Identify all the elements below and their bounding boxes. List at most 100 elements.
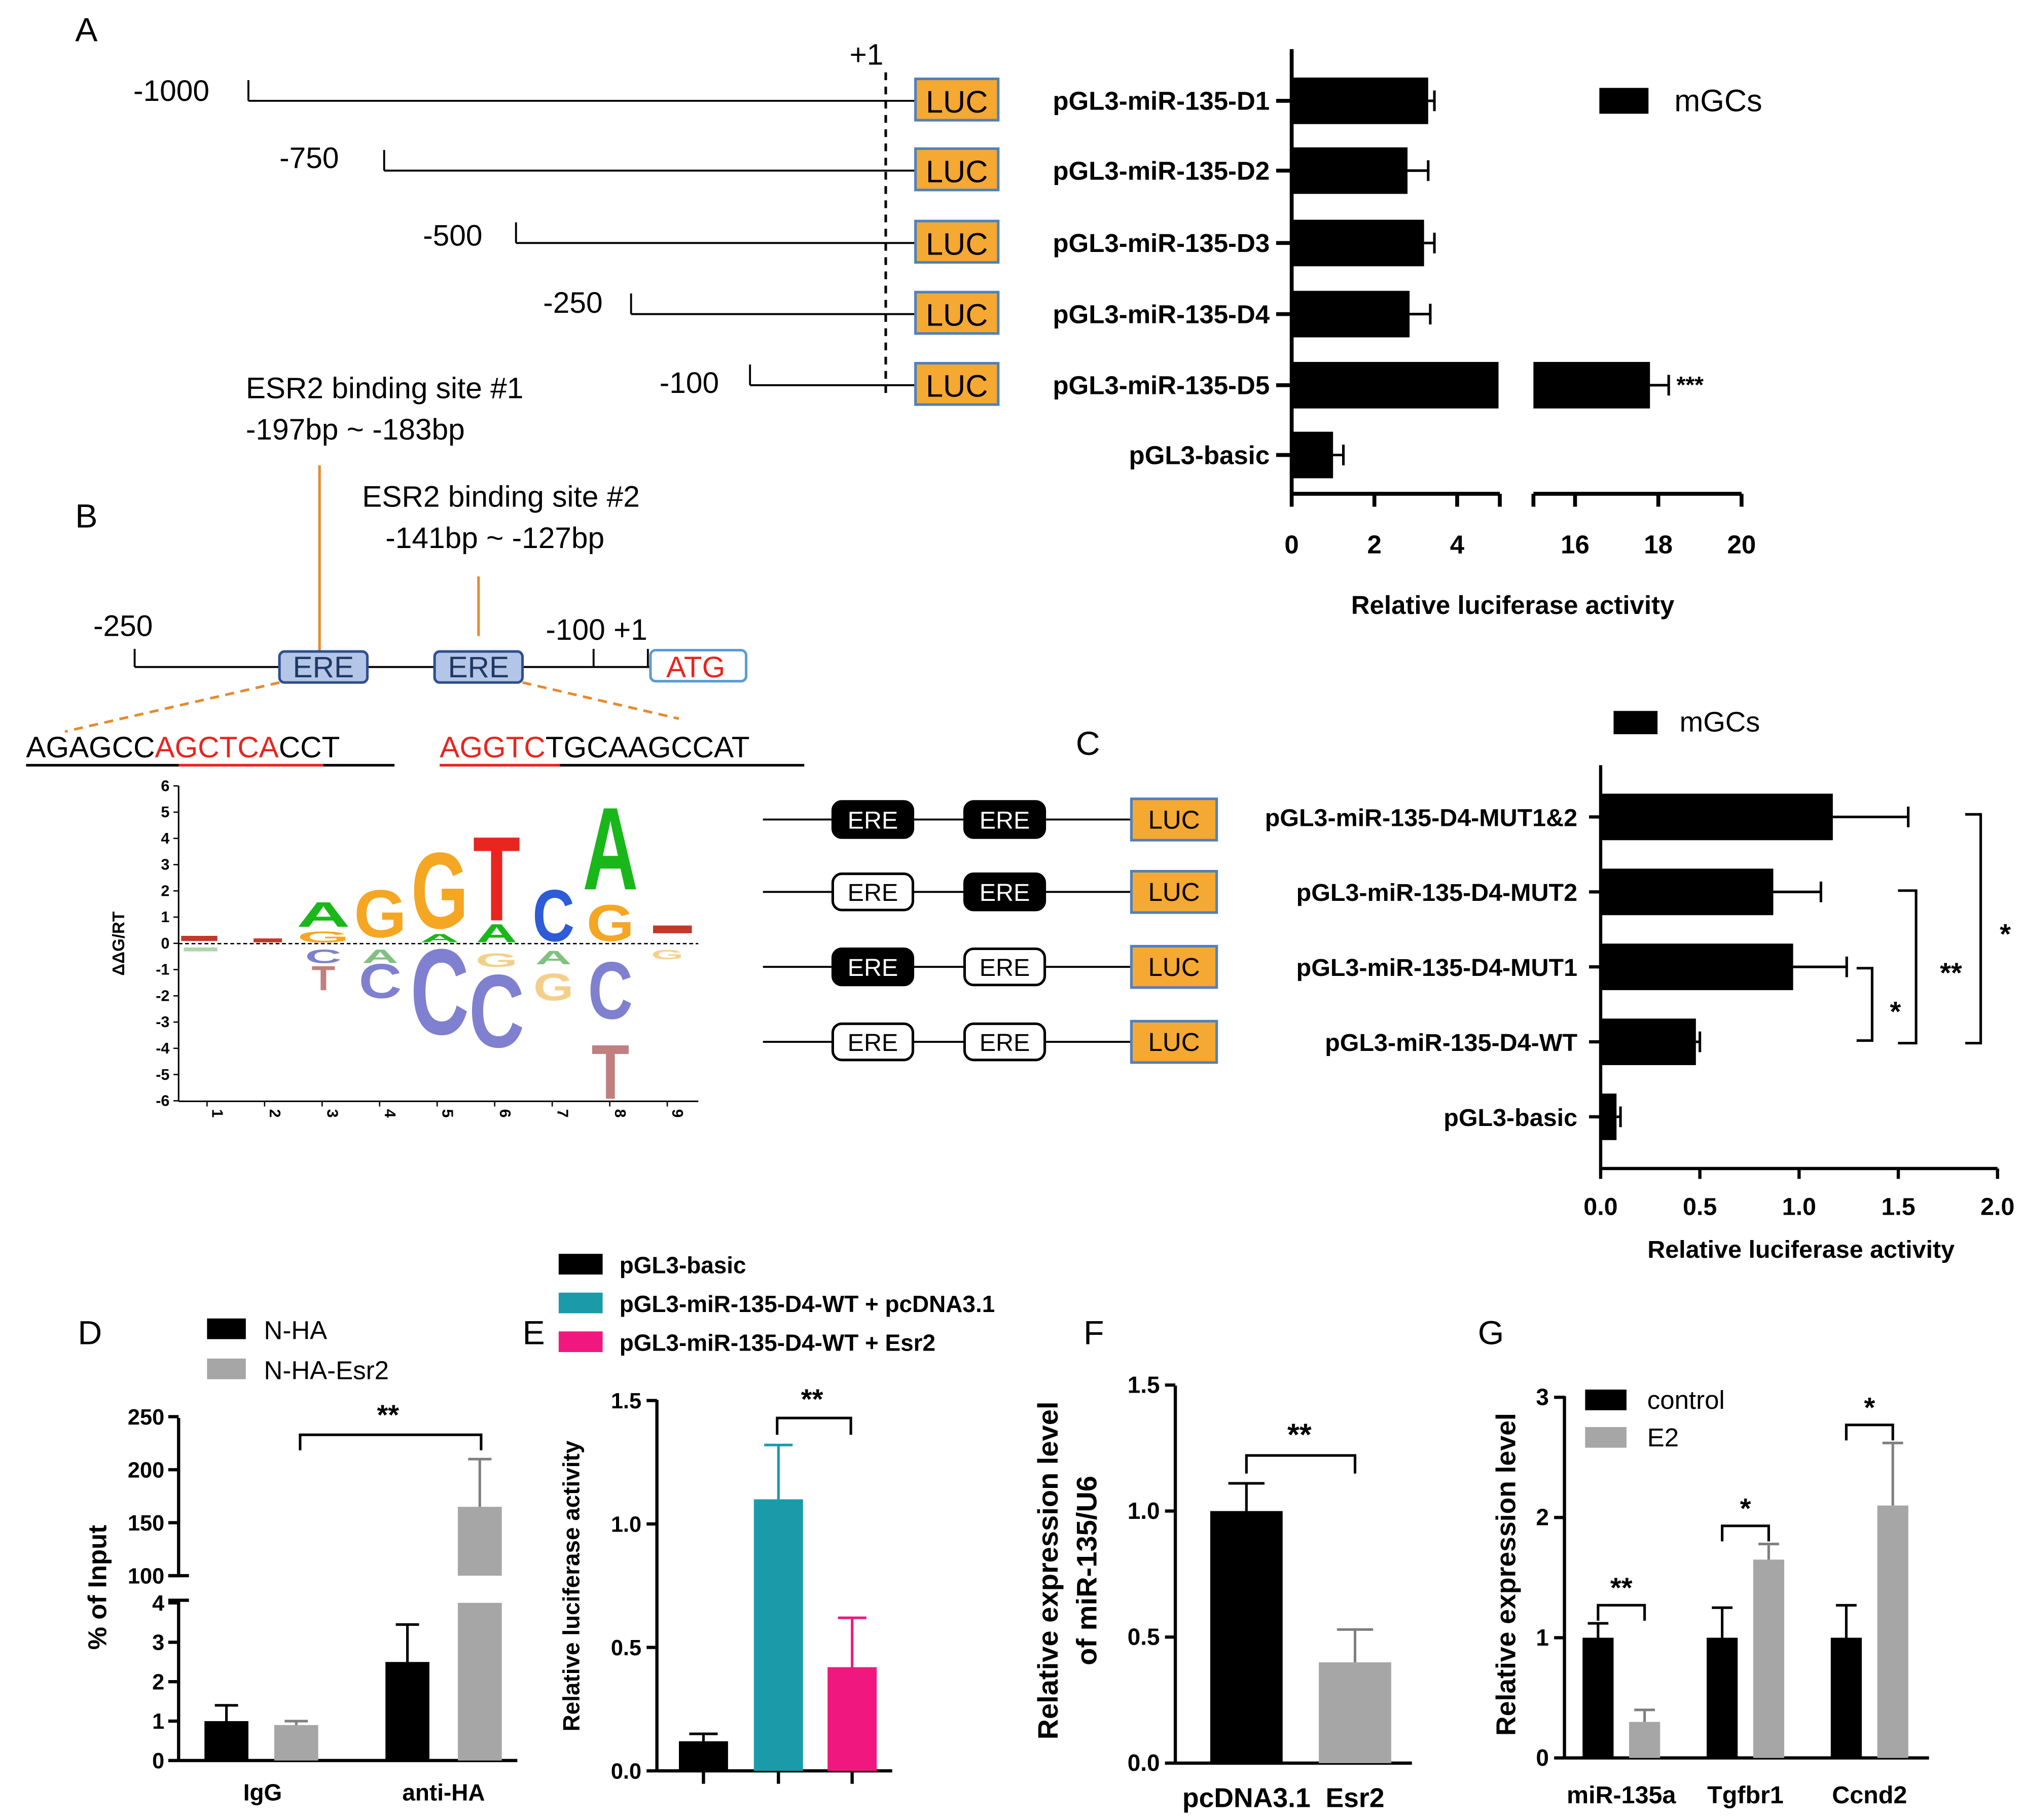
f-sig: ** xyxy=(1287,1417,1312,1452)
logo-letter-C-8: C xyxy=(588,945,633,1036)
logo-ytick-label: 0 xyxy=(161,935,169,952)
e-bar xyxy=(753,1499,803,1771)
g-ytick-label: 1 xyxy=(1536,1624,1549,1651)
c-ere-mutated-box xyxy=(831,947,915,987)
g-bracket xyxy=(1845,1424,1894,1441)
logo-ytick-label: -1 xyxy=(156,961,169,978)
c-legend-label: mGCs xyxy=(1679,706,1760,738)
e-ylabel: Relative luciferase activity xyxy=(558,1440,585,1731)
d-ytick-label: 150 xyxy=(128,1511,164,1536)
a-category-label: pGL3-basic xyxy=(1129,441,1270,469)
a-xlabel: Relative luciferase activity xyxy=(1351,591,1675,620)
logo-ytick-label: -2 xyxy=(156,988,169,1005)
c-ere-label: ERE xyxy=(848,954,898,981)
d-legend-esr2: N-HA-Esr2 xyxy=(264,1356,389,1385)
c-bar xyxy=(1600,1018,1696,1065)
d-ytick-label: 250 xyxy=(128,1405,164,1430)
zoom-right-2 xyxy=(522,681,679,720)
a-luc-label: LUC xyxy=(926,369,988,404)
c-category-label: pGL3-miR-135-D4-MUT2 xyxy=(1296,879,1577,906)
a-luc-box xyxy=(914,220,1000,264)
e-bar xyxy=(678,1741,728,1771)
a-legend-swatch xyxy=(1599,88,1649,114)
a-xtick-label: 0 xyxy=(1284,530,1298,559)
d-xtick-igg: IgG xyxy=(243,1779,282,1806)
g-ytick-label: 0 xyxy=(1536,1744,1549,1771)
a-bar-broken xyxy=(1533,361,1650,409)
c-legend-swatch xyxy=(1613,711,1658,735)
c-category-label: pGL3-miR-135-D4-MUT1&2 xyxy=(1265,804,1577,831)
logo-letter-T-8: T xyxy=(591,1029,629,1115)
g-bracket xyxy=(1721,1524,1770,1542)
logo-xtick-label: 2 xyxy=(266,1109,283,1118)
a-category-label: pGL3-miR-135-D3 xyxy=(1053,229,1270,258)
a-luc-box xyxy=(914,77,1000,122)
panel-g: control E2 Relative expression level xyxy=(1492,1386,1929,1760)
ere-box-2 xyxy=(433,650,524,684)
c-ere-mutated-box xyxy=(831,800,915,839)
g-legend-control: control xyxy=(1647,1386,1725,1414)
c-category-label: pGL3-miR-135-D4-MUT1 xyxy=(1296,954,1577,981)
logo-small-mark-1 xyxy=(181,935,218,941)
a-luc-box xyxy=(914,290,1000,335)
g-xtick-label: miR-135a xyxy=(1567,1781,1676,1809)
a-start-label: -750 xyxy=(279,141,339,174)
ere-box-1-label: ERE xyxy=(293,651,354,684)
c-luc-label: LUC xyxy=(1148,953,1200,981)
a-legend-label: mGCs xyxy=(1674,83,1762,118)
logo-ytick-label: -3 xyxy=(156,1013,169,1031)
c-xtick-label: 1.0 xyxy=(1782,1193,1816,1221)
g-significance: * xyxy=(1740,1493,1751,1524)
a-luc-label: LUC xyxy=(926,298,988,333)
sequence-logo: ΔΔG/RT A G G G A T A C A G C T A C C G C… xyxy=(110,783,699,1115)
logo-letter-C-4: C xyxy=(359,954,402,1008)
c-xtick-label: 0.5 xyxy=(1683,1193,1717,1221)
c-xtick-label: 2.0 xyxy=(1980,1193,2014,1221)
ere-box-2-label: ERE xyxy=(448,651,510,684)
logo-letter-G-3: G xyxy=(297,928,349,945)
panel-a-constructs: +1 xyxy=(850,38,887,396)
c-xtick-label: 1.5 xyxy=(1881,1193,1915,1221)
e-sig: ** xyxy=(801,1383,823,1415)
e-legend-basic: pGL3-basic xyxy=(620,1252,746,1278)
d-bar xyxy=(385,1662,429,1761)
c-bracket-inner xyxy=(1856,967,1873,1042)
a-start-label: -1000 xyxy=(133,75,209,107)
d-ylabel: % of Input xyxy=(83,1525,112,1650)
e-legend-swatch-esr2 xyxy=(558,1331,603,1353)
g-bar xyxy=(1830,1637,1862,1758)
g-xtick-label: Tgfbr1 xyxy=(1707,1781,1784,1809)
logo-small-mark-2 xyxy=(254,938,282,942)
c-ere-box xyxy=(963,947,1046,987)
logo-letter-C-3: C xyxy=(305,945,342,967)
c-ere-box xyxy=(831,872,915,912)
e-bar xyxy=(827,1667,877,1771)
c-bracket-mid xyxy=(1898,889,1918,1045)
logo-letter-G-5: G xyxy=(411,829,468,951)
c-bar xyxy=(1600,943,1793,991)
a-bar xyxy=(1291,431,1333,479)
pos-left-label: -250 xyxy=(93,609,153,642)
e-bracket xyxy=(776,1416,852,1435)
g-bar xyxy=(1707,1637,1738,1758)
a-start-label: -500 xyxy=(423,219,482,252)
a-significance: *** xyxy=(1676,372,1704,398)
d-bar xyxy=(457,1603,502,1761)
a-luc-box xyxy=(914,361,1000,406)
logo-ytick-label: 2 xyxy=(161,882,169,899)
d-xtick-antiha: anti-HA xyxy=(402,1779,485,1806)
c-luc-box xyxy=(1130,944,1218,989)
logo-letter-A-4: A xyxy=(362,945,399,967)
d-bracket xyxy=(299,1433,483,1450)
logo-ytick-label: 1 xyxy=(161,908,169,926)
a-bar xyxy=(1291,77,1428,124)
logo-letter-A-5: A xyxy=(420,932,459,944)
d-bar-broken xyxy=(457,1507,502,1576)
logo-letter-A-8: A xyxy=(583,783,638,915)
a-bar xyxy=(1291,220,1424,267)
g-ytick-label: 2 xyxy=(1536,1504,1549,1531)
g-ytick-label: 3 xyxy=(1536,1384,1549,1410)
a-bar xyxy=(1291,361,1499,409)
g-legend-e2: E2 xyxy=(1647,1423,1679,1452)
f-ytick-label: 0.5 xyxy=(1128,1624,1160,1650)
